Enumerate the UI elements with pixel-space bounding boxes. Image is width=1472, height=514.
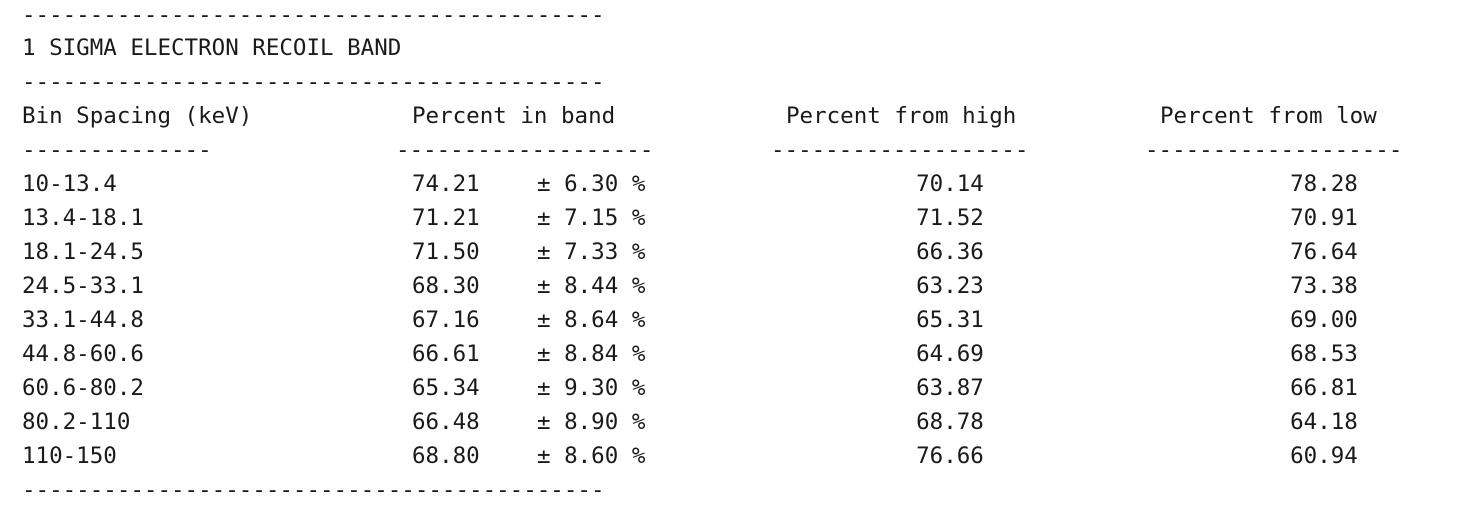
cell-bin: 44.8-60.6 — [22, 341, 144, 367]
underline-percent-in-band: ------------------- — [396, 137, 654, 163]
cell-uncertainty: ± 7.15 % — [537, 205, 646, 231]
cell-percent-in-band: 74.21 — [412, 171, 480, 197]
cell-uncertainty: ± 8.84 % — [537, 341, 646, 367]
cell-percent-in-band: 66.48 — [412, 409, 480, 435]
cell-percent-from-high: 76.66 — [916, 443, 984, 469]
header-bin-spacing: Bin Spacing (keV) — [22, 103, 253, 129]
cell-percent-in-band: 68.30 — [412, 273, 480, 299]
cell-bin: 80.2-110 — [22, 409, 131, 435]
cell-bin: 33.1-44.8 — [22, 307, 144, 333]
cell-uncertainty: ± 8.60 % — [537, 443, 646, 469]
underline-percent-from-low: ------------------- — [1145, 137, 1403, 163]
cell-percent-from-high: 63.23 — [916, 273, 984, 299]
cell-percent-in-band: 67.16 — [412, 307, 480, 333]
cell-percent-in-band: 66.61 — [412, 341, 480, 367]
cell-percent-from-low: 68.53 — [1290, 341, 1358, 367]
cell-percent-from-low: 73.38 — [1290, 273, 1358, 299]
cell-percent-from-high: 68.78 — [916, 409, 984, 435]
cell-percent-from-high: 64.69 — [916, 341, 984, 367]
cell-percent-from-low: 66.81 — [1290, 375, 1358, 401]
cell-percent-from-low: 64.18 — [1290, 409, 1358, 435]
cell-uncertainty: ± 8.90 % — [537, 409, 646, 435]
cell-bin: 18.1-24.5 — [22, 239, 144, 265]
cell-percent-from-low: 60.94 — [1290, 443, 1358, 469]
cell-uncertainty: ± 6.30 % — [537, 171, 646, 197]
cell-bin: 24.5-33.1 — [22, 273, 144, 299]
title-rule: ----------------------------------------… — [22, 69, 605, 95]
underline-bin-spacing: -------------- — [22, 137, 212, 163]
bottom-rule: ----------------------------------------… — [22, 477, 605, 503]
cell-percent-in-band: 65.34 — [412, 375, 480, 401]
cell-percent-from-high: 63.87 — [916, 375, 984, 401]
cell-uncertainty: ± 7.33 % — [537, 239, 646, 265]
cell-percent-from-low: 70.91 — [1290, 205, 1358, 231]
top-rule: ----------------------------------------… — [22, 2, 605, 28]
cell-percent-from-high: 70.14 — [916, 171, 984, 197]
underline-percent-from-high: ------------------- — [771, 137, 1029, 163]
header-percent-from-low: Percent from low — [1160, 103, 1377, 129]
cell-percent-in-band: 68.80 — [412, 443, 480, 469]
cell-percent-in-band: 71.50 — [412, 239, 480, 265]
cell-percent-from-high: 71.52 — [916, 205, 984, 231]
cell-percent-from-low: 76.64 — [1290, 239, 1358, 265]
cell-percent-from-low: 69.00 — [1290, 307, 1358, 333]
cell-uncertainty: ± 9.30 % — [537, 375, 646, 401]
cell-uncertainty: ± 8.64 % — [537, 307, 646, 333]
cell-bin: 110-150 — [22, 443, 117, 469]
cell-percent-from-high: 66.36 — [916, 239, 984, 265]
cell-uncertainty: ± 8.44 % — [537, 273, 646, 299]
cell-bin: 13.4-18.1 — [22, 205, 144, 231]
header-percent-in-band: Percent in band — [412, 103, 616, 129]
header-percent-from-high: Percent from high — [786, 103, 1017, 129]
cell-bin: 60.6-80.2 — [22, 375, 144, 401]
cell-percent-in-band: 71.21 — [412, 205, 480, 231]
cell-percent-from-high: 65.31 — [916, 307, 984, 333]
cell-percent-from-low: 78.28 — [1290, 171, 1358, 197]
cell-bin: 10-13.4 — [22, 171, 117, 197]
table-title: 1 SIGMA ELECTRON RECOIL BAND — [22, 35, 402, 61]
